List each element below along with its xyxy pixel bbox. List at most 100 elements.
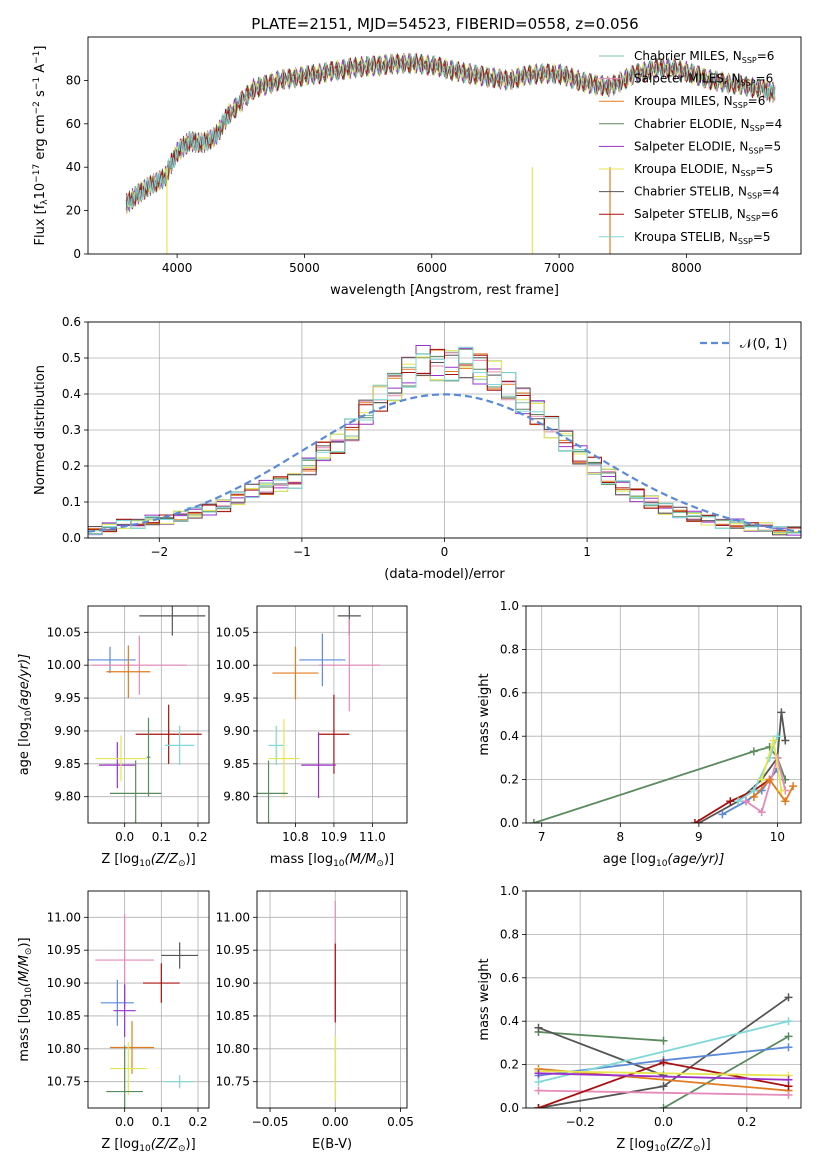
x-tick-label: 7 <box>538 830 546 844</box>
x-axis-label: Z [log10(Z/Z⊙)] <box>101 1137 195 1154</box>
legend-label: Salpeter MILES, NSSP=6 <box>634 72 773 88</box>
weight-point <box>777 786 786 795</box>
weight-point <box>659 1104 668 1108</box>
figure-title: PLATE=2151, MJD=54523, FIBERID=0558, z=0… <box>251 15 638 33</box>
y-tick-label: 0.1 <box>62 495 81 509</box>
y-tick-label: 0.0 <box>62 531 81 545</box>
weight-line <box>538 1072 789 1081</box>
axes-frame <box>87 36 802 255</box>
axes-frame <box>87 890 210 1109</box>
x-tick-label: 10 <box>770 830 785 844</box>
weight-point <box>534 1023 543 1032</box>
weight-line <box>538 1070 789 1077</box>
y-tick-label: 10.85 <box>47 1009 81 1023</box>
x-tick-label: 1 <box>583 545 591 559</box>
y-tick-label: 9.85 <box>54 757 81 771</box>
y-tick-label: 0.8 <box>500 642 519 656</box>
x-tick-label: 9 <box>695 830 703 844</box>
weight-line <box>737 735 779 803</box>
y-tick-label: 9.95 <box>54 691 81 705</box>
y-tick-label: 0.8 <box>500 927 519 941</box>
plot-area <box>257 606 381 823</box>
weight-point <box>784 1017 793 1026</box>
axes-frame <box>256 890 408 1109</box>
legend-label: Salpeter ELODIE, NSSP=5 <box>634 139 781 155</box>
y-tick-label: 10.80 <box>47 1042 81 1056</box>
panel-4: 7 8 9 10 0.0 0.2 0.4 0.6 0.8 1.0 age [log10(age/yr… <box>477 599 802 869</box>
y-axis-label: Normed distribution <box>33 365 48 495</box>
x-tick-label: 6000 <box>416 261 447 275</box>
weight-point <box>659 1036 668 1045</box>
y-tick-label: 9.90 <box>223 724 250 738</box>
x-axis-label: (data-model)/error <box>384 567 505 582</box>
x-tick-label: 0.2 <box>188 1115 207 1129</box>
y-axis-label: Flux [fλ10−17 erg cm−2 s−1 A−1] <box>32 46 50 246</box>
x-tick-label: 11.0 <box>359 830 386 844</box>
y-axis-label: mass weight <box>477 958 492 1040</box>
x-axis-label: Z [log10(Z/Z⊙)] <box>101 852 195 869</box>
weight-point <box>534 1069 543 1078</box>
y-tick-label: 9.85 <box>223 757 250 771</box>
y-tick-label: 0.2 <box>500 773 519 787</box>
y-tick-label: 0.6 <box>62 315 81 329</box>
panel-7: −0.2 0.0 0.2 0.0 0.2 0.4 0.6 0.8 1.0 Z [log10(Z/Z… <box>477 884 802 1154</box>
y-tick-label: 0.0 <box>500 816 519 830</box>
x-tick-label: −2 <box>150 545 168 559</box>
panel-1: −2 −1 0 1 2 0.0 0.1 0.2 0.3 0.4 0.5 0.6 𝒩(0, 1) (data… <box>33 315 802 582</box>
weight-point <box>784 1043 793 1052</box>
legend-label: Chabrier STELIB, NSSP=4 <box>634 185 780 201</box>
x-tick-label: 7000 <box>544 261 575 275</box>
y-tick-label: 11.00 <box>216 910 250 924</box>
panel-2: 0.0 0.1 0.2 9.80 9.85 9.90 9.95 10.00 10.05 Z [lo… <box>17 605 210 869</box>
weight-point <box>773 732 782 741</box>
y-tick-label: 10.00 <box>216 658 250 672</box>
y-axis-label: mass weight <box>477 673 492 755</box>
y-tick-label: 0.0 <box>500 1101 519 1115</box>
panel-3: 10.8 10.9 11.0 9.80 9.85 9.90 9.95 10.00 10.05 ma… <box>216 605 408 869</box>
plot-area <box>88 606 206 823</box>
y-tick-label: 10.95 <box>216 943 250 957</box>
legend-label: 𝒩(0, 1) <box>740 337 787 352</box>
weight-line <box>745 754 787 814</box>
y-tick-label: 10.05 <box>216 625 250 639</box>
y-tick-label: 40 <box>66 160 81 174</box>
x-tick-label: −1 <box>293 545 311 559</box>
plot-area <box>88 345 801 538</box>
plot-area <box>125 52 776 254</box>
y-tick-label: 10.90 <box>216 976 250 990</box>
weight-point <box>781 797 790 806</box>
y-axis-label: age [log10(age/yr)] <box>17 654 34 776</box>
axes-frame <box>87 321 802 539</box>
y-tick-label: 1.0 <box>500 599 519 613</box>
panel-0: 4000 5000 6000 7000 8000 0 20 40 60 80 Chabrier MI… <box>32 36 802 298</box>
legend-label: Kroupa MILES, NSSP=6 <box>634 94 765 110</box>
x-tick-label: 8 <box>616 830 624 844</box>
weight-point <box>789 782 798 791</box>
y-tick-label: 20 <box>66 204 81 218</box>
x-tick-label: 10.9 <box>321 830 348 844</box>
weight-point <box>749 792 758 801</box>
x-tick-label: 10.8 <box>282 830 309 844</box>
weight-line <box>538 1026 664 1077</box>
weight-point <box>734 797 743 806</box>
weight-point <box>784 1090 793 1099</box>
y-tick-label: 0.4 <box>62 387 81 401</box>
y-tick-label: 10.05 <box>47 625 81 639</box>
y-tick-label: 9.90 <box>54 724 81 738</box>
y-tick-label: 80 <box>66 73 81 87</box>
x-axis-label: wavelength [Angstrom, rest frame] <box>330 283 559 298</box>
y-tick-label: 0.2 <box>62 459 81 473</box>
y-tick-label: 0.4 <box>500 1014 519 1028</box>
x-tick-label: 0.2 <box>188 830 207 844</box>
x-tick-label: 0.0 <box>115 1115 134 1129</box>
y-tick-label: 10.95 <box>47 943 81 957</box>
y-tick-label: 9.80 <box>54 790 81 804</box>
weight-point <box>784 1032 793 1041</box>
panel-5: 0.0 0.1 0.2 10.75 10.80 10.85 10.90 10.95 11.00 Z… <box>17 890 210 1154</box>
weight-point <box>659 1058 668 1067</box>
weight-point <box>534 1086 543 1095</box>
y-tick-label: 9.95 <box>223 691 250 705</box>
x-tick-label: −0.05 <box>252 1115 289 1129</box>
weight-line <box>694 768 779 823</box>
weight-point <box>659 1082 668 1091</box>
